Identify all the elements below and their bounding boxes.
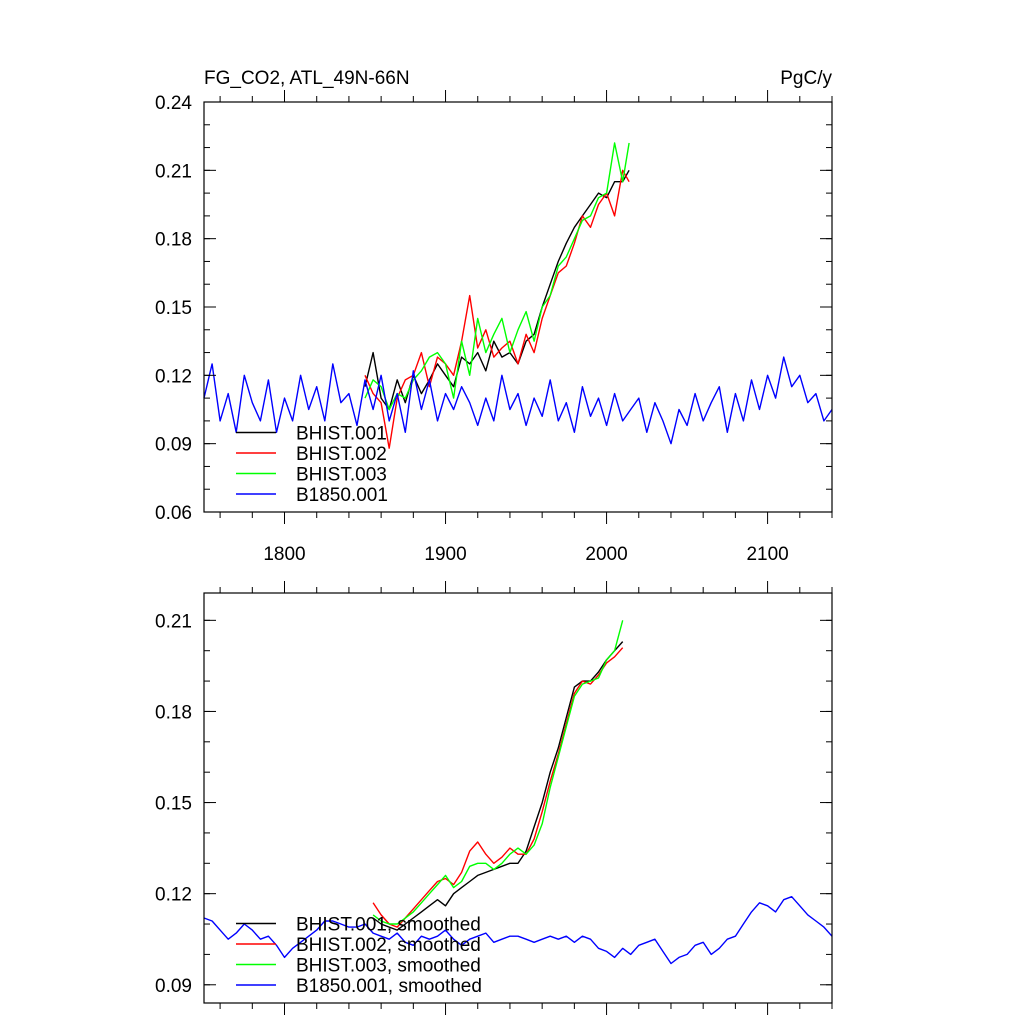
panel1-legend-label-2: BHIST.003, smoothed bbox=[296, 956, 481, 977]
panel0-legend-label-1: BHIST.002 bbox=[296, 444, 387, 465]
panel1-series-line-1 bbox=[372, 647, 624, 928]
panel0-ytick-label: 0.09 bbox=[155, 435, 192, 456]
panel1-ytick-label: 0.09 bbox=[155, 976, 192, 997]
panel0-xtick-label: 1800 bbox=[263, 544, 305, 565]
panel0-ytick-label: 0.24 bbox=[155, 93, 192, 114]
bottom-panel-ticks: 0.09 0.12 0.15 0.18 0.21 bbox=[155, 581, 833, 1015]
panel0-ytick-label: 0.18 bbox=[155, 230, 192, 251]
panel1-legend-label-3: B1850.001, smoothed bbox=[296, 976, 482, 997]
top-panel: FG_CO2, ATL_49N-66N PgC/y 0.060.090.120.… bbox=[155, 68, 833, 565]
panel0-xtick-label: 2100 bbox=[746, 544, 788, 565]
bottom-panel-frame bbox=[203, 592, 833, 1004]
panel0-ytick-label: 0.06 bbox=[155, 503, 192, 524]
bottom-panel-series-group bbox=[203, 620, 833, 965]
panel0-legend-label-2: BHIST.003 bbox=[296, 465, 387, 486]
bottom-panel: 0.09 0.12 0.15 0.18 0.21 BHIST.001, smoothed… bbox=[155, 581, 833, 1015]
panel0-ytick-label: 0.21 bbox=[155, 161, 192, 182]
panel0-series-line-1 bbox=[364, 169, 630, 449]
panel1-ytick-label: 0.15 bbox=[155, 794, 192, 815]
panel0-series-line-2 bbox=[364, 142, 630, 411]
top-panel-title: FG_CO2, ATL_49N-66N bbox=[204, 68, 410, 89]
panel1-legend-label-0: BHIST.001, smoothed bbox=[296, 915, 481, 936]
panel0-xtick-label: 1900 bbox=[424, 544, 466, 565]
top-panel-ticks: 0.06 0.09 0.12 0.15 0.18 0.21 0.24 1800 1900 2000… bbox=[155, 90, 833, 565]
panel1-ytick-label: 0.21 bbox=[155, 611, 192, 632]
panel0-xtick-label: 2000 bbox=[585, 544, 627, 565]
panel1-ytick-label: 0.12 bbox=[155, 885, 192, 906]
top-panel-units: PgC/y bbox=[780, 68, 832, 89]
top-panel-series-group bbox=[203, 142, 833, 449]
panel1-series-line-3 bbox=[203, 896, 833, 965]
panel0-series-line-0 bbox=[364, 169, 630, 411]
panel0-series-line-3 bbox=[203, 356, 833, 445]
panel1-legend-label-1: BHIST.002, smoothed bbox=[296, 935, 481, 956]
panel1-series-line-2 bbox=[372, 620, 624, 925]
panel1-series-line-0 bbox=[372, 641, 624, 931]
panel0-ytick-label: 0.15 bbox=[155, 298, 192, 319]
panel0-ytick-label: 0.12 bbox=[155, 366, 192, 387]
panel0-legend-label-0: BHIST.001 bbox=[296, 424, 387, 445]
panel1-ytick-label: 0.18 bbox=[155, 702, 192, 723]
panel0-legend-label-3: B1850.001 bbox=[296, 485, 388, 506]
